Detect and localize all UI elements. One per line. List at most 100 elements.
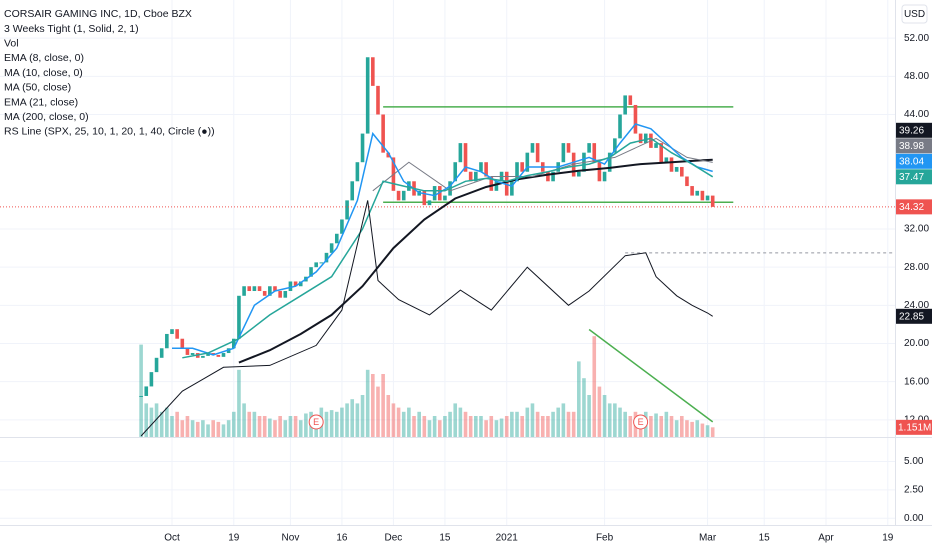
candle xyxy=(149,372,154,387)
volume-bar xyxy=(437,420,442,437)
volume-bar xyxy=(453,403,458,437)
volume-bar xyxy=(530,403,535,437)
y-tick-label: 44.00 xyxy=(904,109,929,120)
volume-bar xyxy=(618,407,622,437)
currency[interactable]: USD xyxy=(904,9,925,20)
volume-bar xyxy=(690,421,694,437)
candle xyxy=(360,133,365,163)
currency-button[interactable] xyxy=(901,4,928,24)
volume-bar xyxy=(324,411,329,437)
candle xyxy=(443,195,447,201)
volume-bar xyxy=(592,336,597,437)
volume-bar xyxy=(350,399,355,437)
candle xyxy=(278,291,282,298)
candle xyxy=(623,95,627,115)
volume-bar xyxy=(185,416,190,437)
x-tick-label: Mar xyxy=(699,533,717,544)
candle xyxy=(674,166,679,172)
volume-bar xyxy=(525,407,530,437)
candle xyxy=(680,166,684,177)
candle xyxy=(638,133,643,144)
y-tick-label: 16.00 xyxy=(904,376,929,387)
volume-bar xyxy=(293,416,298,437)
volume-bar xyxy=(613,403,617,437)
value-label-bg xyxy=(896,138,932,154)
candle xyxy=(257,286,262,292)
y-tick-label: 2.50 xyxy=(904,485,924,496)
candle xyxy=(159,348,164,358)
volume-bar xyxy=(412,416,416,437)
legend-entry: 3 Weeks Tight (1, Solid, 2, 1) xyxy=(4,23,139,35)
volume-bar xyxy=(571,411,576,437)
y-tick-label: 48.00 xyxy=(904,71,929,82)
candle xyxy=(319,262,324,264)
candle xyxy=(190,353,195,355)
value-label: 34.32 xyxy=(899,202,924,213)
volume-bar xyxy=(159,411,164,437)
candle xyxy=(659,143,664,163)
volume-bar xyxy=(427,420,432,437)
volume-bar xyxy=(515,411,519,437)
grid xyxy=(0,0,895,525)
candle xyxy=(154,357,159,373)
legend: CORSAIR GAMING INC, 1D, Cboe BZX 3 Weeks… xyxy=(4,8,215,138)
volume-bar xyxy=(654,413,658,437)
volume-bar xyxy=(484,420,488,437)
candle xyxy=(237,295,241,339)
volume-bar xyxy=(443,416,447,437)
candle xyxy=(165,333,169,349)
volume-bar xyxy=(278,416,282,437)
volume-bar xyxy=(504,416,509,437)
value-label: 1.151M xyxy=(898,422,931,433)
candle xyxy=(633,104,638,134)
volume-bar xyxy=(206,424,210,437)
x-tick-label: 15 xyxy=(759,533,771,544)
candle xyxy=(705,195,710,201)
candle xyxy=(329,243,334,253)
volume-bar xyxy=(597,386,602,437)
volume-bar xyxy=(175,411,179,437)
candle xyxy=(422,190,427,206)
legend-entry: EMA (21, close) xyxy=(4,96,78,108)
candle xyxy=(479,162,483,172)
volume-bar xyxy=(268,418,272,437)
volume-bar xyxy=(540,416,545,437)
candle xyxy=(463,143,468,172)
earnings-label: E xyxy=(638,417,644,427)
volume-bar xyxy=(680,416,684,437)
value-label: 37.47 xyxy=(899,172,924,183)
volume-bar xyxy=(365,369,370,437)
earnings-marker xyxy=(308,414,324,430)
value-label-bg xyxy=(896,308,932,324)
volume-bar xyxy=(247,411,252,437)
candle xyxy=(340,219,344,234)
volume-bar xyxy=(494,420,499,437)
candle xyxy=(515,162,519,182)
candle xyxy=(381,114,385,153)
legend-entry: Vol xyxy=(4,37,19,49)
candle xyxy=(474,171,478,182)
volume-bar xyxy=(304,413,308,437)
y-tick-label: 32.00 xyxy=(904,224,929,235)
candle xyxy=(504,171,509,196)
value-label-bg xyxy=(896,199,932,215)
volume-bar xyxy=(226,420,231,437)
volume-bar xyxy=(695,420,700,437)
volume-bar xyxy=(190,420,195,437)
volume-bar xyxy=(468,416,473,437)
volume-bar xyxy=(520,416,524,437)
x-tick-label: 16 xyxy=(336,533,348,544)
volume-bar xyxy=(154,403,159,437)
volume-bar xyxy=(391,403,396,437)
volume-bar xyxy=(283,420,288,437)
candle xyxy=(314,262,318,268)
volume-bar xyxy=(144,403,149,437)
volume-bar xyxy=(407,407,411,437)
candle xyxy=(185,348,190,355)
candle xyxy=(324,252,329,263)
volume-bar xyxy=(371,374,375,437)
volume-bar xyxy=(458,407,463,437)
candle xyxy=(334,233,339,244)
